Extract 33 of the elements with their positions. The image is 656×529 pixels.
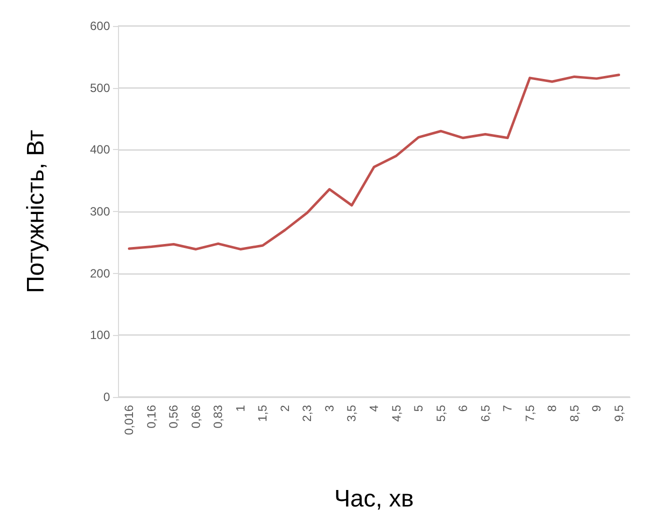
x-tick-label: 9,5 (612, 404, 626, 422)
x-tick-label: 5,5 (434, 404, 448, 422)
x-tick-label: 2,3 (300, 404, 314, 422)
y-tick-label: 600 (90, 19, 110, 33)
x-tick-label: 4,5 (389, 404, 404, 422)
y-tick-label: 200 (90, 266, 110, 280)
y-tick-label: 0 (103, 390, 110, 404)
x-tick-label: 5 (412, 404, 426, 412)
y-axis-title: Потужність, Вт (22, 130, 50, 294)
x-tick-label: 6,5 (478, 404, 492, 422)
x-tick-label: 3,5 (344, 404, 359, 422)
x-tick-label: 0,83 (211, 404, 226, 428)
x-tick-label: 0,16 (144, 404, 158, 428)
x-tick-label: 6 (456, 404, 470, 412)
x-tick-label: 9 (590, 404, 604, 412)
y-tick-label: 300 (90, 204, 110, 218)
x-tick-label: 0,016 (122, 404, 136, 436)
y-tick-label: 100 (90, 328, 110, 342)
x-tick-label: 1 (233, 404, 248, 412)
x-tick-label: 7,5 (522, 404, 537, 422)
x-tick-label: 3 (322, 404, 336, 412)
y-tick-label: 400 (90, 142, 110, 157)
x-tick-label: 2 (278, 404, 292, 412)
x-axis-title: Час, хв (334, 486, 414, 512)
x-tick-label: 0,66 (188, 404, 203, 428)
line-series (128, 74, 620, 250)
x-tick-label: 8,5 (567, 404, 582, 422)
x-tick-label: 0,56 (166, 404, 181, 428)
x-tick-label: 4 (367, 404, 381, 412)
x-tick-label: 7 (500, 404, 515, 412)
x-tick-label: 1,5 (256, 404, 270, 422)
x-tick-label: 8 (545, 404, 560, 412)
y-tick-label: 500 (90, 80, 110, 95)
